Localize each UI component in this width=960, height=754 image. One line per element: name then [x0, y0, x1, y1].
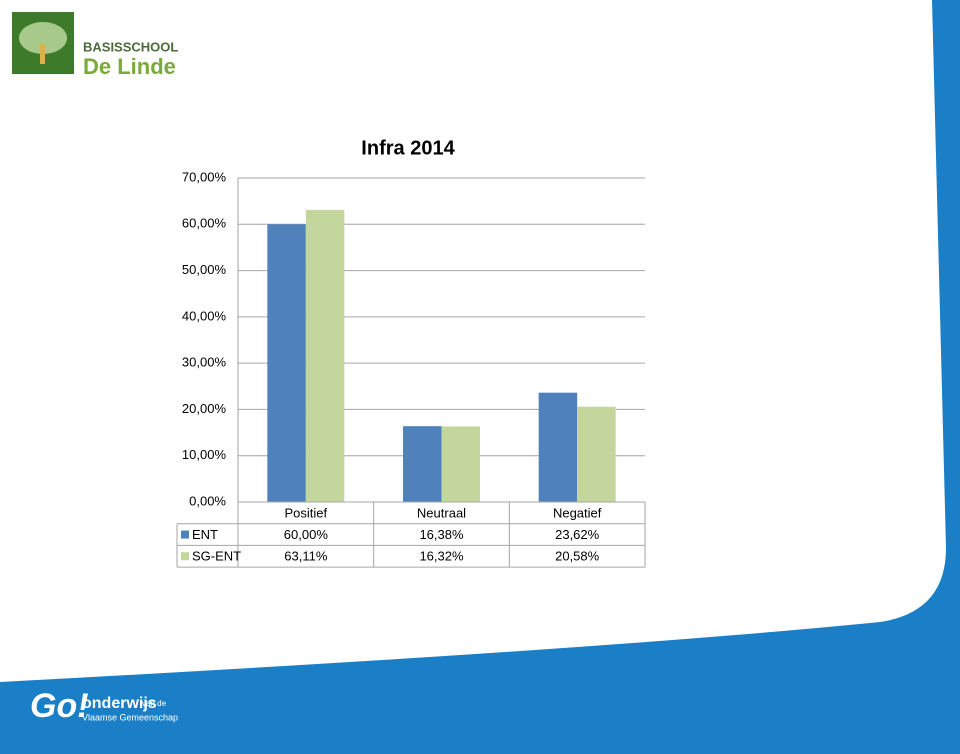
x-tick-label: Positief: [285, 505, 328, 520]
footer-small1: van de: [142, 699, 167, 708]
logo-tree: [19, 22, 67, 54]
footer-small2: Vlaamse Gemeenschap: [82, 712, 178, 722]
y-tick-label: 50,00%: [182, 262, 227, 277]
data-label: 16,38%: [419, 527, 464, 542]
x-tick-label: Negatief: [553, 505, 602, 520]
data-label: 63,11%: [284, 549, 328, 564]
bar: [538, 392, 578, 502]
y-tick-label: 0,00%: [189, 493, 226, 508]
bar: [267, 224, 306, 503]
x-tick-label: Neutraal: [417, 505, 466, 520]
bar: [403, 426, 442, 502]
data-label: 23,62%: [555, 527, 600, 542]
data-label: 16,32%: [419, 549, 464, 564]
footer-word: onderwijs: [82, 695, 157, 712]
legend-label: ENT: [192, 527, 218, 542]
bar: [305, 209, 345, 502]
logo-line1: BASISSCHOOL: [83, 39, 178, 54]
y-tick-label: 60,00%: [182, 216, 227, 231]
y-tick-label: 70,00%: [182, 169, 227, 184]
chart-title: Infra 2014: [361, 137, 455, 159]
legend-key: [181, 530, 189, 539]
legend-key: [181, 552, 189, 561]
bar: [441, 426, 480, 502]
legend-label: SG-ENT: [192, 549, 241, 564]
bar: [577, 406, 616, 502]
logo-line2: De Linde: [83, 54, 176, 79]
y-tick-label: 20,00%: [182, 401, 227, 416]
footer-brand: Go!: [30, 687, 89, 725]
data-label: 60,00%: [284, 527, 329, 542]
y-tick-label: 40,00%: [182, 308, 227, 323]
logo-trunk: [40, 44, 45, 64]
y-tick-label: 10,00%: [182, 447, 227, 462]
data-label: 20,58%: [555, 549, 600, 564]
y-tick-label: 30,00%: [182, 355, 227, 370]
